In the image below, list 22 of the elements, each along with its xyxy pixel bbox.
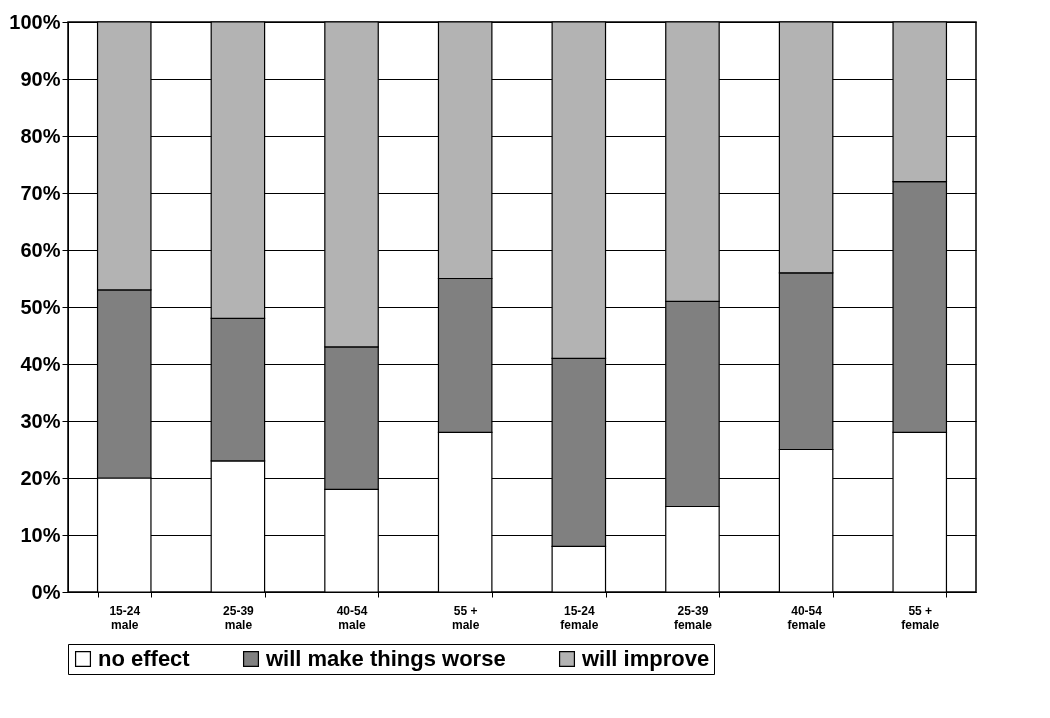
legend-label: will improve [581, 646, 710, 671]
legend-label: will make things worse [265, 646, 506, 671]
x-tick-label: 15-24 male [109, 603, 141, 632]
x-tick-label: 25-39 male [223, 603, 255, 632]
legend-label: no effect [98, 646, 191, 671]
y-tick-label: 70% [20, 181, 61, 204]
y-tick-label: 10% [20, 523, 61, 546]
y-tick-label: 90% [20, 67, 61, 90]
x-tick-label: 55 + female [901, 603, 940, 632]
y-tick-label: 100% [9, 10, 61, 33]
y-tick-label: 80% [20, 124, 61, 147]
x-tick-label: 55 + male [452, 603, 480, 632]
x-tick-label: 15-24 female [560, 603, 599, 632]
x-tick-label: 25-39 female [673, 603, 713, 632]
y-tick-label: 20% [20, 466, 61, 489]
y-tick-label: 40% [20, 352, 61, 375]
y-tick-label: 0% [31, 580, 61, 603]
x-tick-label: 40-54 male [336, 603, 368, 632]
y-tick-label: 50% [20, 295, 61, 318]
y-tick-label: 30% [20, 409, 61, 432]
y-tick-label: 60% [20, 238, 61, 261]
x-tick-label: 40-54 female [787, 603, 826, 632]
